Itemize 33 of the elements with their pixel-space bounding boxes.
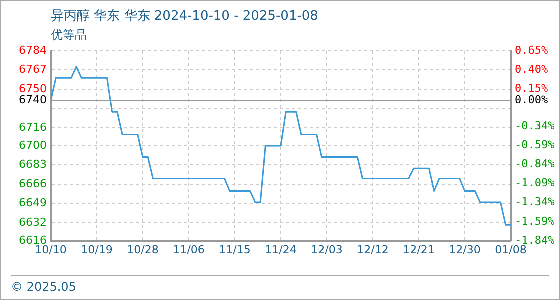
y-tick-label: 6716 (19, 120, 47, 134)
chart-title: 异丙醇 华东 华东 2024-10-10 - 2025-01-08 (51, 8, 318, 25)
y2-tick-label: -1.59% (515, 214, 556, 228)
x-tick-label: 11/06 (173, 243, 205, 256)
y-tick-label: 6740 (19, 94, 47, 107)
x-tick-label: 12/03 (311, 243, 343, 256)
y-tick-label: 6700 (19, 138, 47, 152)
x-tick-label: 10/19 (81, 243, 113, 256)
y2-tick-label: -1.09% (515, 176, 556, 190)
y2-tick-label: 0.40% (515, 62, 548, 76)
x-tick-label: 10/28 (127, 243, 159, 256)
y2-tick-label: 0.65% (515, 44, 548, 57)
y-tick-label: 6683 (19, 158, 47, 172)
y-tick-label: 6632 (19, 216, 47, 229)
y-tick-label: 6666 (19, 177, 47, 190)
y-tick-label: 6767 (19, 63, 47, 76)
y2-tick-label: -0.59% (515, 138, 556, 152)
x-tick-label: 12/30 (449, 243, 481, 256)
x-tick-label: 12/12 (357, 243, 389, 256)
x-tick-label: 11/24 (265, 243, 297, 256)
y2-tick-label: -0.84% (515, 158, 556, 171)
y-tick-label: 6649 (19, 196, 47, 210)
y2-tick-label: 0.00% (515, 93, 548, 106)
x-tick-label: 11/15 (219, 243, 251, 256)
y2-tick-label: -0.34% (515, 119, 556, 132)
text: © 2025.05 (11, 280, 76, 294)
y-tick-label: 6750 (19, 82, 47, 96)
chart-subtitle: 优等品 (51, 27, 87, 44)
y2-tick-label: 0.15% (515, 82, 548, 96)
x-tick-label: 01/08 (495, 243, 527, 256)
y-tick-label: 6784 (19, 44, 47, 57)
y2-tick-label: -1.34% (515, 196, 556, 209)
x-tick-label: 12/21 (403, 243, 435, 256)
